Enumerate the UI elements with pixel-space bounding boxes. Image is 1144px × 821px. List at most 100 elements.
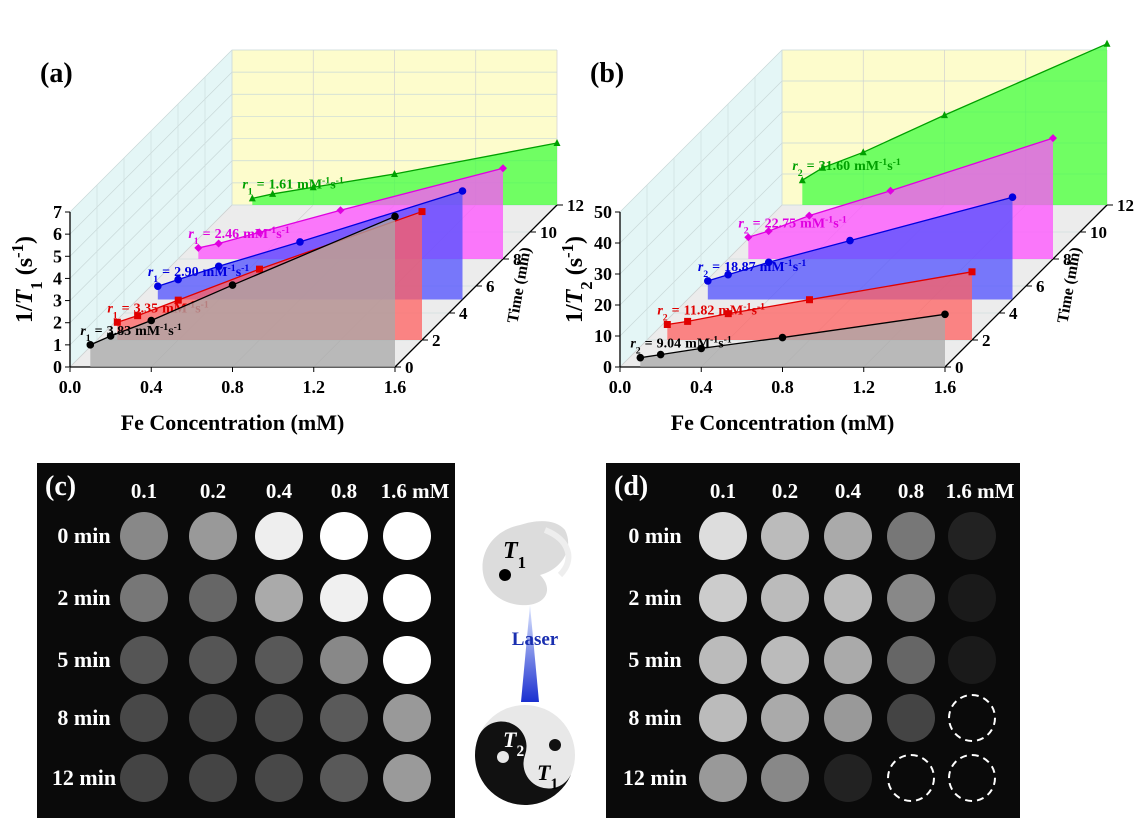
mri-sample — [824, 754, 872, 802]
yin-yang-dark — [475, 721, 572, 805]
y-tick-label: 50 — [594, 202, 612, 222]
z-tick-label: 2 — [432, 331, 441, 350]
panel-label: (a) — [40, 58, 73, 89]
marker — [684, 317, 692, 325]
z-tick-label: 4 — [1009, 304, 1018, 323]
text-part: -1 — [724, 334, 732, 345]
marker — [174, 296, 182, 304]
text-part: T — [503, 538, 519, 564]
marker — [147, 316, 156, 325]
marker — [336, 206, 345, 215]
y-tick-label: 10 — [594, 326, 612, 346]
text-part: -1 — [879, 157, 887, 168]
marker — [134, 312, 142, 320]
mri-sample — [761, 694, 809, 742]
mri-sample — [120, 754, 168, 802]
mri-sample — [699, 574, 747, 622]
x-axis-label: Fe Concentration (mM) — [671, 410, 895, 435]
x-tick-label: 1.2 — [303, 377, 326, 397]
marker — [941, 111, 948, 119]
mri-sample — [383, 694, 431, 742]
text-part: 1/ — [12, 304, 38, 323]
y-axis-label: 1/T2 (s-1) — [558, 236, 596, 323]
x-tick-label: 1.6 — [934, 377, 957, 397]
rate-label: r2 = 9.04 mM-1s-1 — [630, 334, 732, 356]
marker — [418, 208, 426, 216]
text-part: r — [630, 337, 636, 352]
marker — [391, 212, 399, 221]
x-tick-label: 0.8 — [221, 377, 244, 397]
mri-sample — [120, 574, 168, 622]
mri-sample — [699, 694, 747, 742]
row-label: 5 min — [628, 647, 681, 672]
x-tick-label: 0.4 — [140, 377, 163, 397]
text-part: 3.83 — [107, 324, 132, 339]
column-label: 0.2 — [200, 479, 226, 503]
marker — [106, 332, 115, 340]
text-part: mM — [243, 227, 268, 242]
mri-sample — [255, 574, 303, 622]
mri-sample — [189, 512, 237, 560]
text-part: -1 — [336, 175, 344, 186]
text-part: r — [242, 177, 248, 192]
mri-sample — [255, 636, 303, 684]
text-part: = — [753, 216, 761, 231]
text-part: 1 — [86, 332, 91, 343]
marker — [458, 187, 467, 195]
mri-sample — [948, 636, 996, 684]
series-area — [640, 314, 945, 367]
marker — [553, 139, 561, 146]
marker — [1103, 39, 1111, 47]
column-label: 0.1 — [131, 479, 157, 503]
mri-sample — [189, 694, 237, 742]
x-tick-label: 0.0 — [609, 377, 632, 397]
marker — [941, 310, 949, 319]
mri-sample — [383, 754, 431, 802]
mri-panel-c — [37, 463, 455, 818]
panel-label: (d) — [614, 471, 648, 502]
marker — [764, 227, 773, 236]
text-part: -1 — [8, 244, 27, 258]
z-tick-label: 6 — [486, 277, 495, 296]
z-tick-label: 12 — [567, 196, 584, 215]
rate-label: r1 = 1.61 mM-1s-1 — [242, 175, 344, 197]
text-part: -1 — [743, 301, 751, 312]
marker — [499, 164, 507, 173]
mri-sample — [824, 512, 872, 560]
text-part: T — [12, 288, 38, 304]
mri-sample — [887, 512, 935, 560]
text-part: = — [672, 304, 680, 319]
text-part: = — [203, 227, 211, 242]
z-tick-label: 0 — [405, 358, 414, 377]
x-tick-label: 1.2 — [853, 377, 876, 397]
text-part: -1 — [241, 263, 249, 274]
text-part: s — [833, 216, 839, 231]
text-part: s — [718, 337, 724, 352]
mri-sample — [383, 636, 431, 684]
row-label: 2 min — [628, 585, 681, 610]
rate-label: r2 = 11.82 mM-1s-1 — [657, 301, 765, 323]
z-tick-label: 6 — [1036, 277, 1045, 296]
z-tick-label: 10 — [540, 223, 557, 242]
dashed-empty-sample — [887, 754, 935, 802]
column-label: 1.6 mM — [946, 479, 1015, 503]
marker — [391, 170, 398, 177]
y-tick-label: 2 — [53, 313, 62, 333]
text-part: -1 — [839, 214, 847, 225]
text-part: 2.46 — [215, 227, 240, 242]
mri-sample — [887, 636, 935, 684]
text-part: r — [80, 324, 86, 339]
column-label: 1.6 mM — [381, 479, 450, 503]
marker — [704, 277, 712, 285]
text-part: -1 — [710, 334, 718, 345]
text-part: (s — [12, 258, 38, 281]
marker — [255, 228, 264, 237]
text-part: 18.87 — [724, 260, 756, 275]
row-label: 8 min — [628, 705, 681, 730]
y-tick-label: 1 — [53, 335, 62, 355]
y-tick-label: 7 — [53, 202, 62, 222]
row-label: 12 min — [52, 765, 116, 790]
text-part: = — [645, 337, 653, 352]
marker — [214, 239, 223, 248]
mri-sample — [320, 512, 368, 560]
